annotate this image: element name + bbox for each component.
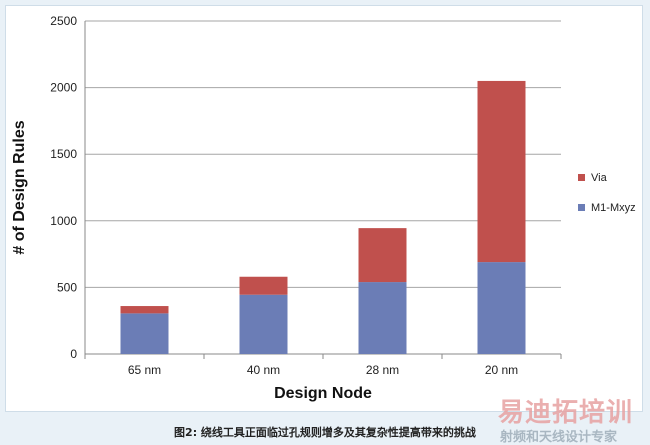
bar-via	[358, 228, 407, 283]
y-tick-label: 500	[57, 280, 77, 294]
legend-swatch	[578, 174, 585, 181]
legend-swatch	[578, 204, 585, 211]
bar-via	[120, 306, 169, 314]
y-tick-label: 2500	[50, 14, 77, 28]
watermark-subtitle: 射频和天线设计专家	[500, 430, 618, 445]
bar-via	[477, 80, 526, 263]
bar-m1-mxyz	[239, 294, 288, 354]
x-tick-label: 28 nm	[366, 363, 399, 377]
y-axis-title: # of Design Rules	[11, 120, 28, 254]
y-tick-label: 1000	[50, 214, 77, 228]
x-tick-label: 20 nm	[485, 363, 518, 377]
legend-label: M1-Mxyz	[591, 202, 636, 214]
x-tick-label: 65 nm	[128, 363, 161, 377]
y-tick-label: 1500	[50, 147, 77, 161]
legend-label: Via	[591, 172, 608, 184]
y-tick-label: 2000	[50, 81, 77, 95]
bar-m1-mxyz	[477, 262, 526, 354]
bar-m1-mxyz	[358, 282, 407, 354]
x-tick-label: 40 nm	[247, 363, 280, 377]
figure-caption: 图2: 绕线工具正面临过孔规则增多及其复杂性提高带来的挑战	[174, 426, 476, 439]
stacked-bar-chart: 0 500 1000 1500 2000 2500 65 nm 40 nm 28 nm 20 nm…	[11, 14, 636, 402]
chart-frame: 0 500 1000 1500 2000 2500 65 nm 40 nm 28 nm 20 nm…	[5, 5, 643, 412]
bar-via	[239, 276, 288, 295]
x-axis-title: Design Node	[274, 385, 372, 402]
watermark-logo-text: 易迪拓培训	[498, 398, 634, 428]
y-tick-label: 0	[70, 347, 77, 361]
bar-m1-mxyz	[120, 313, 169, 354]
